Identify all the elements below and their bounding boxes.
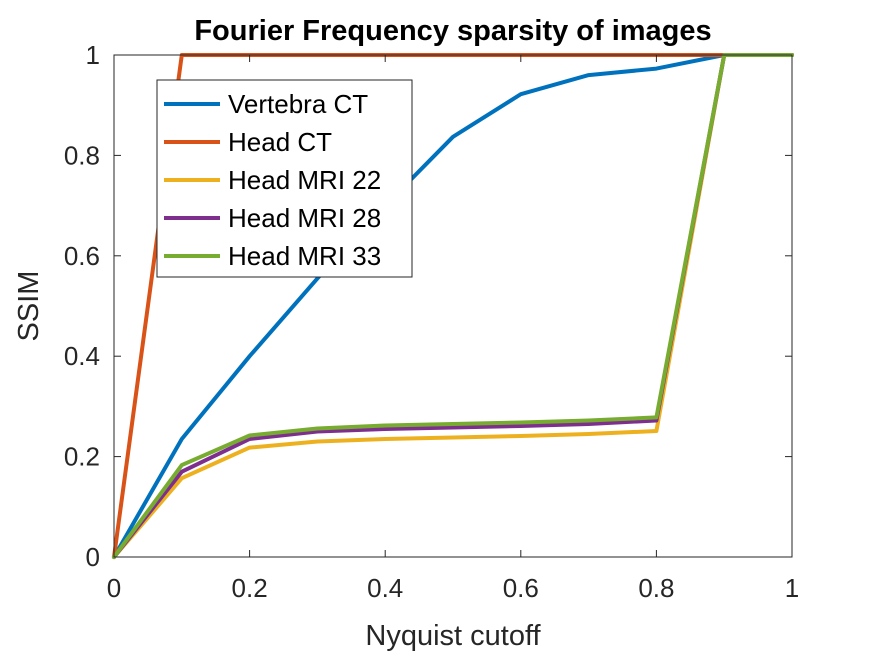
x-tick-label: 1 <box>785 573 799 603</box>
y-tick-label: 0.4 <box>64 341 100 371</box>
series-line-5 <box>112 53 794 559</box>
tick-layer: 0 0.2 0.4 0.6 0.8 1 0 0.2 0.4 0.6 0.8 1 <box>64 40 799 603</box>
y-tick-label: 0.6 <box>64 241 100 271</box>
x-tick-label: 0.2 <box>232 573 268 603</box>
chart-title: Fourier Frequency sparsity of images <box>194 15 711 47</box>
series-line-1 <box>112 53 794 559</box>
x-axis-label: Nyquist cutoff <box>365 620 541 652</box>
plot-box <box>113 54 793 558</box>
legend-label: Head CT <box>228 127 332 157</box>
y-tick-label: 0 <box>86 542 100 572</box>
x-tick-label: 0.8 <box>638 573 674 603</box>
legend-label: Vertebra CT <box>228 89 368 119</box>
y-tick-label: 0.8 <box>64 140 100 170</box>
legend-label: Head MRI 22 <box>228 165 381 195</box>
x-tick-label: 0.4 <box>367 573 403 603</box>
legend-label: Head MRI 28 <box>228 203 381 233</box>
y-tick-label: 0.2 <box>64 442 100 472</box>
legend: Vertebra CT Head CT Head MRI 22 Head MRI 28… <box>156 79 413 278</box>
x-tick-label: 0.6 <box>503 573 539 603</box>
legend-label: Head MRI 33 <box>228 241 381 271</box>
x-tick-label: 0 <box>107 573 121 603</box>
y-axis-label: SSIM <box>13 271 45 342</box>
y-tick-label: 1 <box>86 40 100 70</box>
legend-entries: Vertebra CT Head CT Head MRI 22 Head MRI 28… <box>164 89 381 271</box>
